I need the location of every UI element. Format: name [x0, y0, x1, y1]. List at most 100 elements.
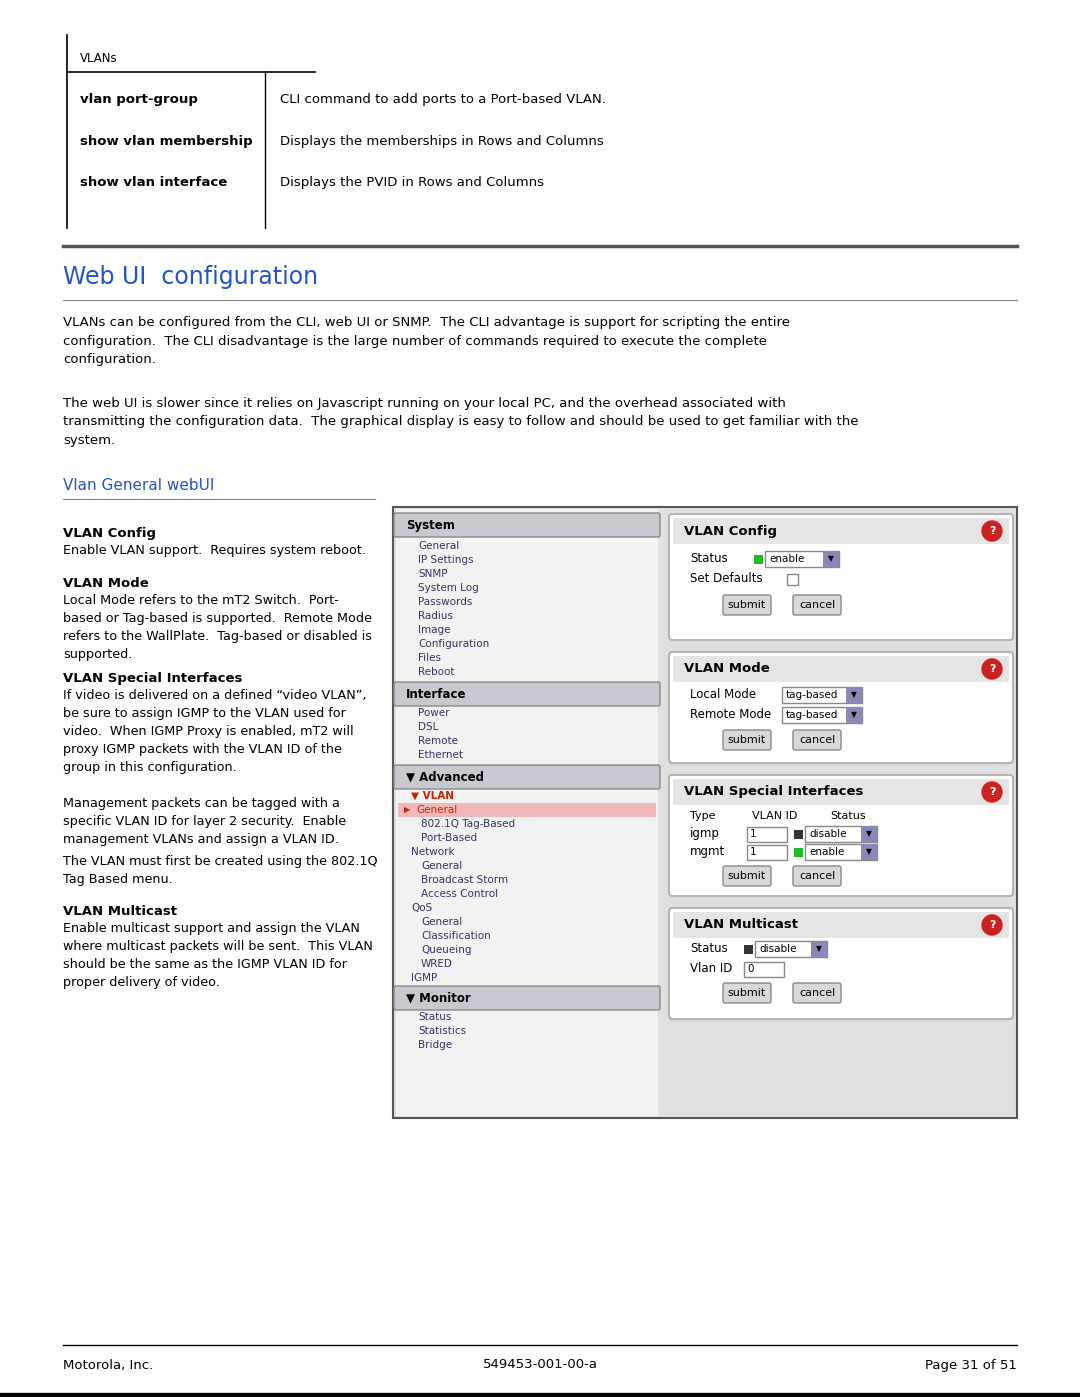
Bar [744, 961, 784, 977]
Bar [846, 687, 862, 703]
Text: ▼ Advanced: ▼ Advanced [406, 771, 484, 784]
Text: VLAN Special Interfaces: VLAN Special Interfaces [63, 672, 242, 685]
Text: tag-based: tag-based [786, 690, 838, 700]
Text: show vlan membership: show vlan membership [80, 136, 253, 148]
Text: ?: ? [989, 664, 996, 673]
Text: Enable multicast support and assign the VLAN
where multicast packets will be sen: Enable multicast support and assign the … [63, 922, 373, 989]
Text: The VLAN must first be created using the 802.1Q
Tag Based menu.: The VLAN must first be created using the… [63, 855, 378, 886]
Text: 0: 0 [747, 964, 754, 974]
Text: If video is delivered on a defined “video VLAN”,
be sure to assign IGMP to the V: If video is delivered on a defined “vide… [63, 689, 366, 774]
Text: VLAN Config: VLAN Config [684, 524, 777, 538]
FancyBboxPatch shape [673, 518, 1009, 543]
Bar [811, 942, 827, 957]
Text: Reboot: Reboot [418, 666, 455, 678]
Text: enable: enable [809, 847, 845, 856]
Text: Management packets can be tagged with a
specific VLAN ID for layer 2 security.  : Management packets can be tagged with a … [63, 798, 346, 847]
Text: VLANs can be configured from the CLI, web UI or SNMP.  The CLI advantage is supp: VLANs can be configured from the CLI, we… [63, 316, 789, 366]
Text: System: System [406, 518, 455, 531]
Text: Radius: Radius [418, 610, 453, 622]
FancyBboxPatch shape [793, 731, 841, 750]
Bar [861, 844, 877, 861]
Text: Queueing: Queueing [421, 944, 472, 956]
Text: submit: submit [728, 870, 766, 882]
Bar [861, 826, 877, 842]
Text: System Log: System Log [418, 583, 478, 592]
Bar [805, 826, 877, 842]
FancyBboxPatch shape [723, 731, 771, 750]
Text: 802.1Q Tag-Based: 802.1Q Tag-Based [421, 819, 515, 828]
Bar [846, 707, 862, 724]
Text: VLANs: VLANs [80, 52, 118, 66]
Bar [765, 550, 839, 567]
FancyBboxPatch shape [673, 657, 1009, 682]
Bar [754, 555, 762, 563]
Text: Classification: Classification [421, 930, 490, 942]
Text: Configuration: Configuration [418, 638, 489, 650]
Text: WRED: WRED [421, 958, 453, 970]
Text: Ethernet: Ethernet [418, 750, 463, 760]
Text: General: General [421, 916, 462, 928]
Text: cancel: cancel [799, 599, 835, 610]
FancyBboxPatch shape [669, 514, 1013, 640]
Text: ▼ Monitor: ▼ Monitor [406, 992, 471, 1004]
FancyBboxPatch shape [723, 595, 771, 615]
Text: ▼ VLAN: ▼ VLAN [411, 791, 454, 800]
Text: ?: ? [989, 921, 996, 930]
Bar [744, 944, 753, 954]
Circle shape [982, 915, 1002, 935]
FancyBboxPatch shape [394, 513, 660, 536]
Text: Files: Files [418, 652, 441, 664]
Bar [805, 844, 877, 861]
Text: VLAN ID: VLAN ID [752, 812, 797, 821]
Text: SNMP: SNMP [418, 569, 447, 578]
Text: Local Mode: Local Mode [690, 689, 756, 701]
Text: Broadcast Storm: Broadcast Storm [421, 875, 508, 886]
FancyBboxPatch shape [673, 912, 1009, 937]
Text: igmp: igmp [690, 827, 720, 841]
FancyBboxPatch shape [793, 983, 841, 1003]
Text: DSL: DSL [418, 722, 438, 732]
Text: ▼: ▼ [828, 555, 834, 563]
Text: Displays the memberships in Rows and Columns: Displays the memberships in Rows and Col… [280, 136, 604, 148]
FancyBboxPatch shape [723, 866, 771, 886]
Text: ▼: ▼ [851, 711, 856, 719]
Circle shape [982, 782, 1002, 802]
Text: Bridge: Bridge [418, 1039, 453, 1051]
Text: QoS: QoS [411, 902, 432, 914]
Text: Remote Mode: Remote Mode [690, 708, 771, 721]
FancyBboxPatch shape [793, 866, 841, 886]
Bar [747, 827, 787, 841]
Text: ▼: ▼ [851, 690, 856, 700]
Text: ▼: ▼ [816, 944, 822, 954]
Text: Set Defaults: Set Defaults [690, 573, 762, 585]
Text: Interface: Interface [406, 687, 467, 700]
Text: Vlan ID: Vlan ID [690, 963, 732, 975]
Text: The web UI is slower since it relies on Javascript running on your local PC, and: The web UI is slower since it relies on … [63, 397, 859, 447]
Text: 549453-001-00-a: 549453-001-00-a [483, 1358, 597, 1372]
Bar [794, 848, 804, 856]
Text: Status: Status [418, 1011, 451, 1023]
Circle shape [982, 659, 1002, 679]
Text: Status: Status [831, 812, 866, 821]
FancyBboxPatch shape [394, 766, 660, 789]
Text: ▼: ▼ [866, 830, 872, 838]
Text: Page 31 of 51: Page 31 of 51 [926, 1358, 1017, 1372]
Text: IP Settings: IP Settings [418, 555, 473, 564]
FancyBboxPatch shape [723, 983, 771, 1003]
Bar [393, 507, 1017, 1118]
Bar [787, 574, 798, 584]
Text: Port-Based: Port-Based [421, 833, 477, 842]
Text: Vlan General webUI: Vlan General webUI [63, 478, 214, 493]
FancyBboxPatch shape [394, 682, 660, 705]
Bar [823, 550, 839, 567]
Text: Access Control: Access Control [421, 888, 498, 900]
Text: General: General [421, 861, 462, 870]
Text: Power: Power [418, 708, 449, 718]
Text: 1: 1 [750, 828, 757, 840]
Text: enable: enable [769, 555, 805, 564]
Bar [396, 509, 658, 1116]
Text: cancel: cancel [799, 735, 835, 745]
Text: cancel: cancel [799, 870, 835, 882]
Text: ?: ? [989, 787, 996, 798]
FancyBboxPatch shape [394, 986, 660, 1010]
